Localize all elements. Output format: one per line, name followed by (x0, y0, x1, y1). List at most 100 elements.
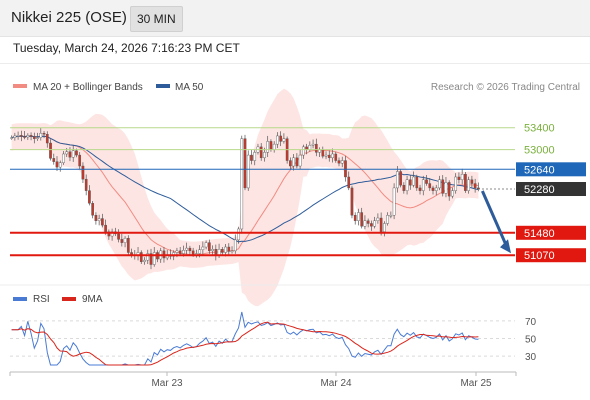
candle (233, 234, 237, 254)
candle-body (175, 250, 179, 253)
candle (457, 172, 461, 184)
timestamp: Tuesday, March 24, 2026 7:16:23 PM CET (13, 41, 240, 55)
candle-body (389, 215, 393, 217)
ma20-legend-swatch (13, 84, 27, 88)
candle-body (402, 184, 406, 191)
candle-body (399, 171, 402, 186)
candle (230, 246, 234, 254)
candle (418, 184, 422, 195)
level-pivot: 52640 (10, 162, 586, 177)
candle-body (324, 154, 328, 157)
candle (259, 143, 263, 161)
candle-body (120, 239, 124, 243)
candle-body (408, 179, 412, 186)
rsi-ma-legend-swatch (62, 297, 76, 301)
candle-body (188, 247, 192, 252)
candle (246, 150, 250, 191)
pivot-box (516, 162, 586, 177)
candle-body (68, 151, 72, 158)
candle (340, 156, 344, 168)
candle (289, 157, 292, 170)
candle-body (473, 183, 477, 189)
x-tick-label: Mar 23 (151, 378, 183, 389)
last-price-label: 52280 (524, 184, 555, 196)
candle-body (392, 187, 396, 216)
candle-body (233, 239, 237, 252)
candle (337, 157, 341, 167)
candle-body (266, 141, 270, 153)
rsi-plot: 70 50 30 (10, 311, 537, 366)
candle-body (457, 176, 461, 180)
candle-body (62, 153, 65, 163)
candle-body (29, 135, 33, 137)
candle (383, 221, 386, 237)
candle-body (97, 218, 101, 221)
candle-body (227, 246, 231, 252)
candle-body (211, 249, 214, 252)
candle (39, 127, 43, 141)
pivot-label: 52640 (524, 164, 555, 176)
candle-body (383, 223, 386, 232)
candle (353, 212, 357, 225)
candle-body (152, 252, 156, 265)
candle (250, 149, 253, 165)
candle-body (110, 231, 114, 237)
candle (201, 241, 205, 255)
candle-body (23, 136, 26, 138)
rsi-ma-line (11, 321, 479, 366)
candle-body (201, 246, 205, 250)
level-support: 51070 (10, 248, 586, 263)
candle (464, 172, 467, 193)
forecast-arrow-shaft (481, 190, 509, 248)
candle-body (237, 228, 240, 241)
candle (71, 145, 75, 162)
candle-body (428, 183, 432, 189)
candle (240, 135, 244, 234)
candle (444, 176, 448, 198)
candle (101, 213, 104, 228)
timeframe-button[interactable]: 30 MIN (130, 6, 183, 32)
candle (392, 183, 396, 220)
candle-body (279, 135, 282, 142)
candle (149, 248, 153, 270)
candle-body (460, 174, 464, 180)
candle (227, 243, 231, 257)
rsi-level-label: 30 (525, 352, 537, 363)
candle (23, 131, 26, 140)
rsi-level-label: 70 (525, 317, 537, 328)
candle-body (451, 190, 454, 197)
ma50-legend-swatch (156, 84, 170, 88)
candle-body (104, 224, 107, 232)
resistance-label: 53000 (524, 145, 555, 157)
candle (42, 131, 46, 139)
candle-body (425, 179, 428, 184)
candle-body (139, 252, 143, 262)
candle-body (52, 158, 56, 162)
candle-body (13, 135, 17, 138)
candle-body (58, 162, 62, 168)
candle-body (308, 145, 312, 150)
candle (302, 144, 305, 159)
candle (94, 212, 98, 225)
candle-body (126, 238, 130, 253)
candle (331, 148, 334, 163)
bollinger-band (11, 88, 479, 307)
candle (412, 171, 415, 188)
candle (62, 150, 65, 165)
rsi-ma-legend-label: 9MA (82, 294, 103, 305)
x-tick-label: Mar 24 (320, 378, 352, 389)
candle (188, 245, 192, 256)
candle (428, 178, 432, 191)
candle (276, 132, 279, 148)
candle-body (240, 138, 244, 230)
candle-body (224, 246, 227, 253)
candle (373, 216, 376, 229)
rsi-legend-label: RSI (33, 294, 50, 305)
candle-body (396, 171, 399, 189)
candle-body (386, 215, 389, 224)
candle-body (327, 154, 331, 159)
candle (441, 175, 445, 197)
level-resistance: 53000 (10, 145, 555, 157)
candle (78, 152, 82, 170)
